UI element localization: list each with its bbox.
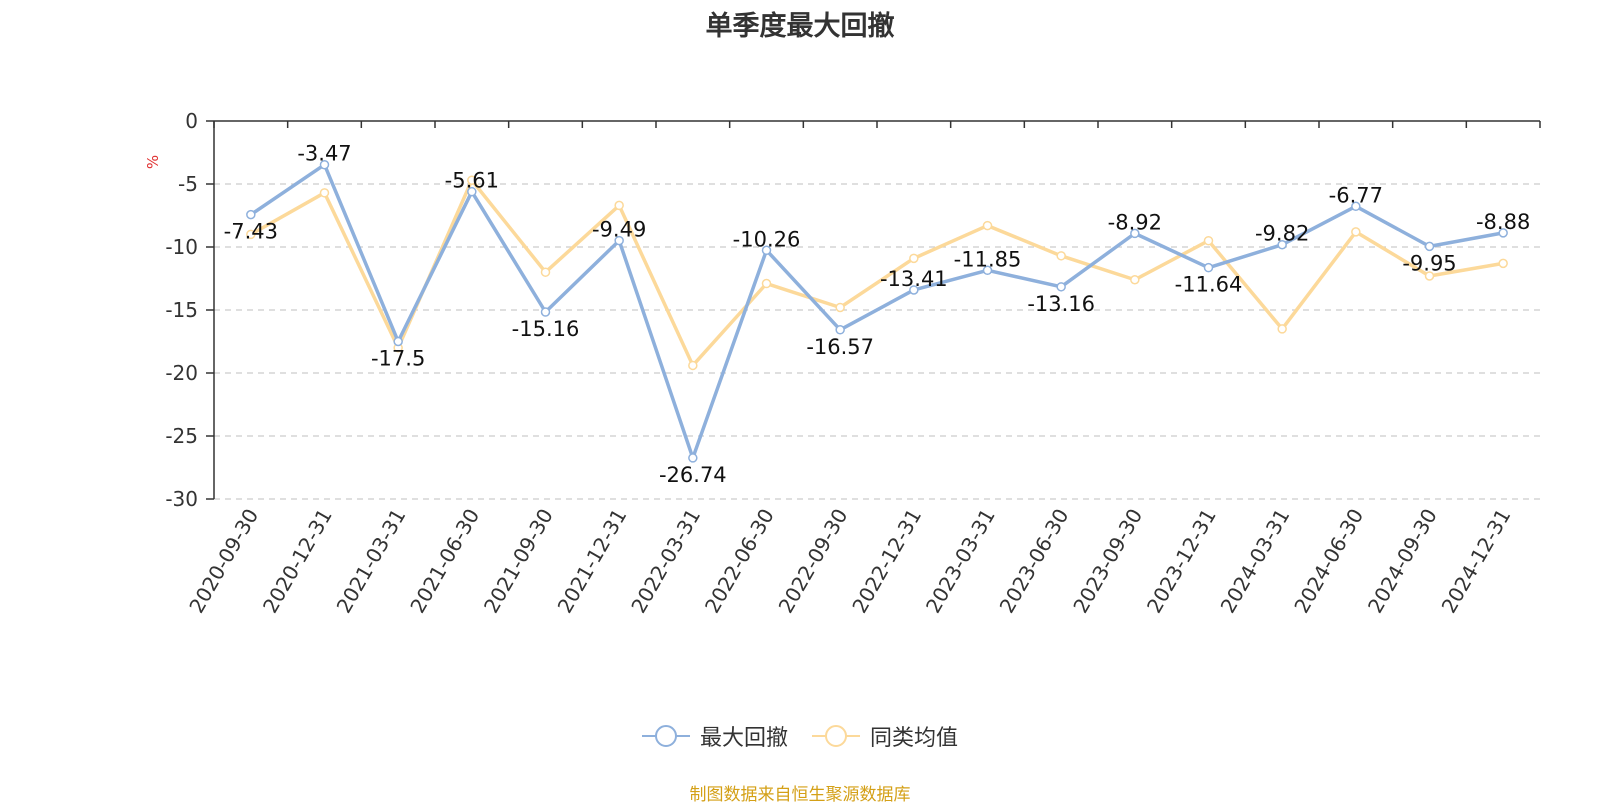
y-tick-label: -20 [165,361,198,385]
data-point-series-1 [982,220,993,231]
data-point-series-1 [540,267,551,277]
x-tick-label: 2024-06-30 [1289,505,1368,618]
legend-item-series-1[interactable]: 同类均值 [812,720,958,752]
data-point-series-0 [246,209,256,220]
data-point-series-0 [1277,239,1287,250]
data-point-series-1 [1498,258,1508,269]
data-point-series-1 [688,360,698,371]
data-point-series-1 [1130,275,1140,285]
line-chart: 0-5-10-15-20-25-30%2020-09-302020-12-312… [144,109,1541,618]
data-point-series-0 [1351,201,1361,212]
data-point-series-0 [467,186,477,197]
data-point-series-1 [614,200,624,211]
data-point-series-1 [319,188,330,198]
x-tick-label: 2021-09-30 [479,505,558,618]
x-tick-label: 2020-09-30 [184,505,263,618]
source-note: 制图数据来自恒生聚源数据库 [689,785,911,805]
data-point-series-0 [688,453,698,463]
data-label: -26.74 [659,463,727,487]
data-point-series-1 [761,278,772,289]
data-label: -13.16 [1027,292,1095,316]
data-label: -9.49 [592,218,646,242]
x-tick-label: 2021-03-31 [332,504,411,617]
y-tick-label: -10 [165,235,198,259]
data-label: -8.88 [1476,210,1530,234]
data-point-series-0 [1130,228,1140,239]
data-point-series-0 [614,235,624,246]
data-point-series-1 [1351,227,1361,237]
data-label: -3.47 [297,142,351,166]
series-line-1 [249,178,1504,368]
data-label: -11.85 [954,247,1022,271]
x-tick-label: 2024-12-31 [1437,505,1516,618]
data-point-series-1 [1277,324,1287,334]
x-tick-label: 2022-09-30 [774,505,853,618]
chart-title: 单季度最大回撤 [705,11,895,42]
y-tick-label: -5 [178,172,198,196]
data-label: -11.64 [1175,273,1243,297]
y-axis-label: % [144,155,162,169]
data-point-series-0 [835,325,845,335]
data-point-series-1 [1056,251,1066,261]
data-label: -9.82 [1255,222,1309,246]
x-tick-label: 2022-12-31 [847,504,926,617]
data-label: -5.61 [445,169,499,193]
legend-item-series-0[interactable]: 最大回撤 [641,720,788,752]
x-tick-label: 2023-06-30 [995,505,1074,618]
x-tick-label: 2023-12-31 [1142,505,1221,618]
data-point-series-0 [982,265,993,276]
x-tick-label: 2024-03-31 [1216,505,1295,618]
data-label: -16.57 [806,335,874,359]
legend-marker-series-1 [812,725,860,747]
y-tick-label: -25 [165,424,198,448]
x-tick-label: 2023-03-31 [921,505,1000,618]
legend-label-series-0: 最大回撤 [699,726,788,751]
data-point-series-0 [761,245,772,256]
y-tick-label: -30 [165,487,198,511]
legend-label-series-1: 同类均值 [870,726,959,751]
x-tick-label: 2022-03-31 [626,505,705,618]
y-tick-label: 0 [185,109,198,133]
data-point-series-0 [1498,228,1508,238]
data-label: -17.5 [371,347,425,371]
data-point-series-1 [1424,271,1435,281]
x-tick-label: 2021-06-30 [405,505,484,618]
data-point-series-1 [835,302,845,313]
data-point-series-0 [1056,282,1066,292]
data-point-series-0 [1203,262,1214,273]
data-label: -15.16 [512,317,580,341]
data-point-series-0 [1424,241,1435,252]
x-tick-label: 2024-09-30 [1363,505,1442,618]
data-label: -8.92 [1108,210,1162,234]
series-line-0 [249,162,1504,460]
x-tick-label: 2020-12-31 [258,505,337,618]
data-point-series-1 [909,253,919,264]
data-point-series-1 [246,229,256,240]
y-tick-label: -15 [165,298,198,322]
data-label: -9.95 [1402,251,1456,275]
data-point-series-1 [1203,235,1214,246]
x-tick-label: 2021-12-31 [553,505,632,618]
data-point-series-0 [393,336,403,347]
data-label: -7.43 [224,220,278,244]
legend-marker-series-0 [641,725,690,747]
x-tick-label: 2022-06-30 [700,505,779,618]
data-label: -13.41 [880,267,948,291]
data-point-series-0 [319,159,330,170]
data-point-series-1 [467,175,477,185]
data-label: -10.26 [733,227,801,251]
x-tick-label: 2023-09-30 [1068,505,1147,618]
data-point-series-0 [909,285,919,295]
legend: 最大回撤 同类均值 [0,720,1600,752]
data-point-series-0 [540,307,551,317]
data-label: -6.77 [1329,183,1383,207]
